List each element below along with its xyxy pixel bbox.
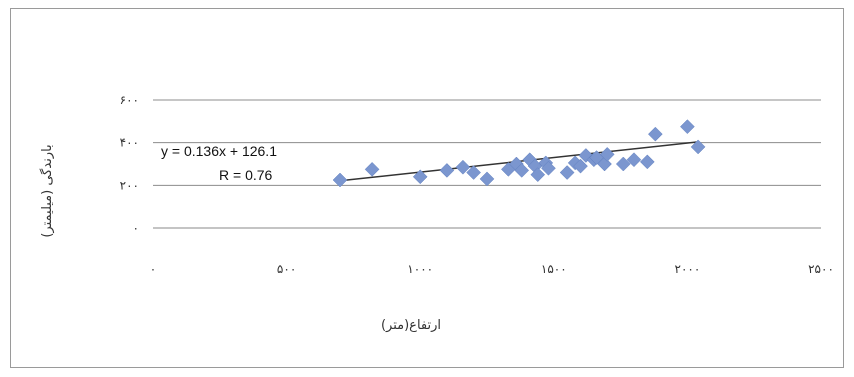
data-points	[332, 119, 706, 188]
data-point	[680, 119, 695, 135]
data-point	[599, 147, 615, 162]
data-point	[455, 159, 471, 175]
x-tick-label: ۲۵۰۰	[808, 262, 834, 276]
data-point	[541, 160, 556, 176]
data-point	[626, 152, 642, 168]
data-point	[439, 163, 455, 178]
data-point	[332, 172, 348, 188]
data-point	[364, 161, 380, 177]
data-point	[412, 169, 428, 185]
x-tick-label: ۰	[150, 262, 156, 276]
scatter-chart: ۰ ۲۰۰ ۴۰۰ ۶۰۰ ۰ ۵۰۰ ۱۰۰۰ ۱۵۰۰ ۲۰۰۰ ۲۵۰۰ y = 0.13…	[39, 93, 834, 333]
data-point	[466, 165, 481, 180]
data-point	[559, 165, 575, 180]
y-tick-label: ۶۰۰	[120, 93, 139, 107]
chart-frame: ۰ ۲۰۰ ۴۰۰ ۶۰۰ ۰ ۵۰۰ ۱۰۰۰ ۱۵۰۰ ۲۰۰۰ ۲۵۰۰ y = 0.13…	[10, 8, 844, 368]
x-tick-label: ۵۰۰	[277, 262, 296, 276]
y-tick-label: ۲۰۰	[120, 178, 139, 192]
data-point	[639, 154, 655, 170]
data-point	[647, 126, 663, 142]
data-point	[514, 163, 530, 178]
x-tick-label: ۲۰۰۰	[675, 262, 701, 276]
x-tick-label: ۱۰۰۰	[407, 262, 433, 276]
trendline-equation: y = 0.136x + 126.1	[161, 143, 277, 159]
y-tick-label: ۴۰۰	[120, 136, 139, 150]
r-value-label: R = 0.76	[219, 167, 273, 183]
data-point	[479, 171, 495, 187]
data-point	[615, 156, 631, 172]
x-axis-label: ارتفاع(متر)	[381, 318, 441, 333]
data-point	[530, 167, 546, 183]
x-tick-labels: ۰ ۵۰۰ ۱۰۰۰ ۱۵۰۰ ۲۰۰۰ ۲۵۰۰	[150, 262, 834, 276]
y-tick-label: ۰	[133, 221, 139, 235]
y-tick-labels: ۰ ۲۰۰ ۴۰۰ ۶۰۰	[120, 93, 139, 235]
x-tick-label: ۱۵۰۰	[541, 262, 567, 276]
data-point	[573, 158, 588, 174]
y-axis-label: بارندگی (میلیمتر)	[39, 144, 55, 237]
data-point	[690, 139, 706, 155]
